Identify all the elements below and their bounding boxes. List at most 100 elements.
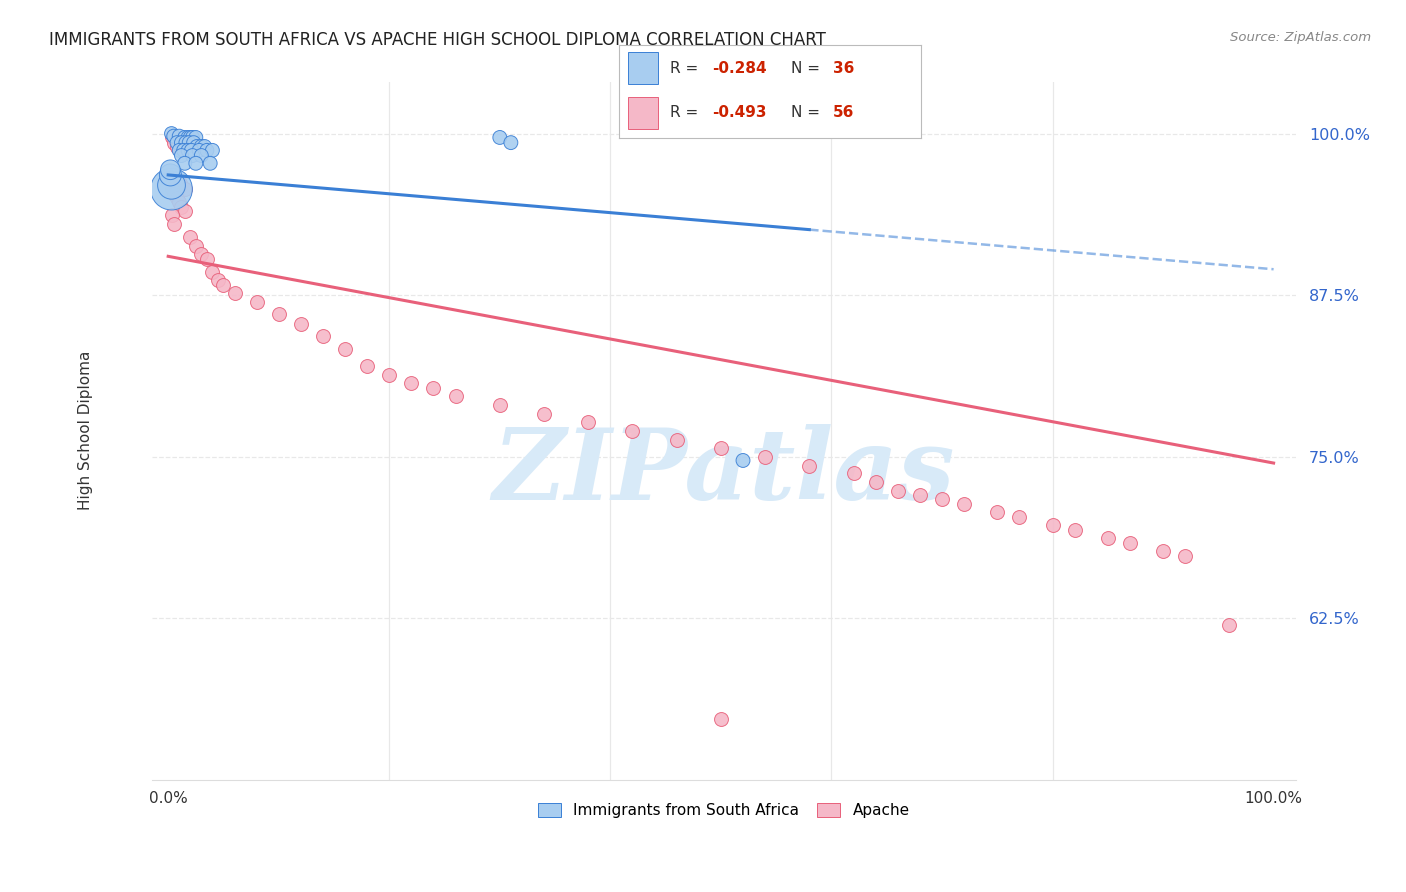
Point bbox=[1063, 523, 1085, 537]
Point bbox=[180, 144, 202, 158]
Point bbox=[198, 156, 221, 170]
Point bbox=[1008, 510, 1031, 524]
Point bbox=[181, 130, 204, 145]
Point bbox=[160, 130, 183, 145]
Point bbox=[710, 712, 733, 726]
Point bbox=[444, 389, 467, 403]
Point bbox=[333, 343, 356, 357]
Point bbox=[166, 136, 188, 150]
Point bbox=[183, 136, 205, 150]
Point bbox=[159, 168, 181, 182]
Point bbox=[378, 368, 401, 383]
Point bbox=[166, 191, 188, 205]
Point bbox=[931, 492, 953, 507]
Point bbox=[190, 246, 212, 260]
Point bbox=[174, 136, 197, 150]
Text: -0.493: -0.493 bbox=[713, 105, 766, 120]
Point bbox=[173, 204, 195, 219]
Point bbox=[167, 174, 190, 188]
Point bbox=[1218, 617, 1240, 632]
Point bbox=[710, 441, 733, 455]
Point bbox=[312, 329, 335, 343]
Point bbox=[488, 130, 510, 145]
Point bbox=[173, 144, 195, 158]
Y-axis label: High School Diploma: High School Diploma bbox=[79, 351, 93, 510]
Point bbox=[173, 156, 195, 170]
Point bbox=[190, 148, 212, 162]
Point bbox=[887, 484, 910, 499]
Point bbox=[186, 139, 208, 153]
Point bbox=[177, 144, 200, 158]
Point bbox=[170, 148, 193, 162]
Point bbox=[986, 505, 1008, 519]
Point bbox=[170, 136, 193, 150]
Point bbox=[576, 415, 599, 429]
Point bbox=[212, 277, 235, 292]
Point bbox=[179, 230, 201, 244]
Text: Source: ZipAtlas.com: Source: ZipAtlas.com bbox=[1230, 31, 1371, 45]
Point bbox=[488, 398, 510, 412]
Point bbox=[160, 182, 183, 196]
Point bbox=[908, 488, 931, 502]
Point bbox=[953, 497, 976, 511]
Point bbox=[207, 272, 229, 286]
Point bbox=[195, 252, 218, 266]
Point bbox=[356, 359, 378, 373]
Point bbox=[163, 136, 186, 150]
Point bbox=[167, 144, 190, 158]
Point bbox=[865, 475, 887, 490]
Point bbox=[167, 195, 190, 210]
Text: 56: 56 bbox=[834, 105, 855, 120]
Point bbox=[160, 182, 183, 196]
Text: 36: 36 bbox=[834, 61, 855, 76]
Point bbox=[190, 139, 212, 153]
Point bbox=[1152, 544, 1174, 558]
Point bbox=[195, 144, 218, 158]
Point bbox=[179, 130, 201, 145]
Text: IMMIGRANTS FROM SOUTH AFRICA VS APACHE HIGH SCHOOL DIPLOMA CORRELATION CHART: IMMIGRANTS FROM SOUTH AFRICA VS APACHE H… bbox=[49, 31, 827, 49]
Point bbox=[163, 129, 186, 144]
Text: N =: N = bbox=[792, 61, 825, 76]
Point bbox=[201, 265, 224, 279]
Bar bbox=[627, 97, 658, 129]
Text: ZIPatlas: ZIPatlas bbox=[492, 425, 955, 521]
Point bbox=[799, 458, 821, 473]
Point bbox=[842, 467, 865, 481]
Point bbox=[166, 139, 188, 153]
Point bbox=[179, 136, 201, 150]
Text: N =: N = bbox=[792, 105, 825, 120]
Point bbox=[499, 136, 522, 150]
Point bbox=[246, 294, 269, 309]
Point bbox=[188, 144, 211, 158]
Point bbox=[621, 424, 644, 438]
Point bbox=[170, 200, 193, 214]
Point bbox=[173, 182, 195, 196]
Point bbox=[184, 239, 207, 253]
Point bbox=[665, 433, 688, 447]
Point bbox=[170, 178, 193, 193]
Bar bbox=[627, 52, 658, 84]
Point bbox=[290, 317, 312, 331]
Point bbox=[533, 407, 555, 421]
Point bbox=[160, 178, 183, 193]
Point bbox=[422, 381, 444, 395]
Point bbox=[1119, 536, 1142, 550]
Point bbox=[731, 453, 754, 467]
Point bbox=[184, 156, 207, 170]
Point bbox=[167, 129, 190, 144]
Point bbox=[754, 450, 776, 464]
Point bbox=[224, 285, 246, 300]
Point bbox=[1097, 531, 1119, 545]
Point bbox=[181, 148, 204, 162]
Point bbox=[1042, 518, 1064, 533]
Point bbox=[201, 144, 224, 158]
Point bbox=[163, 187, 186, 202]
Text: R =: R = bbox=[671, 105, 703, 120]
Point bbox=[163, 217, 186, 231]
Point bbox=[401, 376, 423, 390]
Text: R =: R = bbox=[671, 61, 703, 76]
Point bbox=[159, 162, 181, 177]
Point bbox=[160, 127, 183, 141]
Text: -0.284: -0.284 bbox=[713, 61, 768, 76]
Legend: Immigrants from South Africa, Apache: Immigrants from South Africa, Apache bbox=[531, 797, 915, 824]
